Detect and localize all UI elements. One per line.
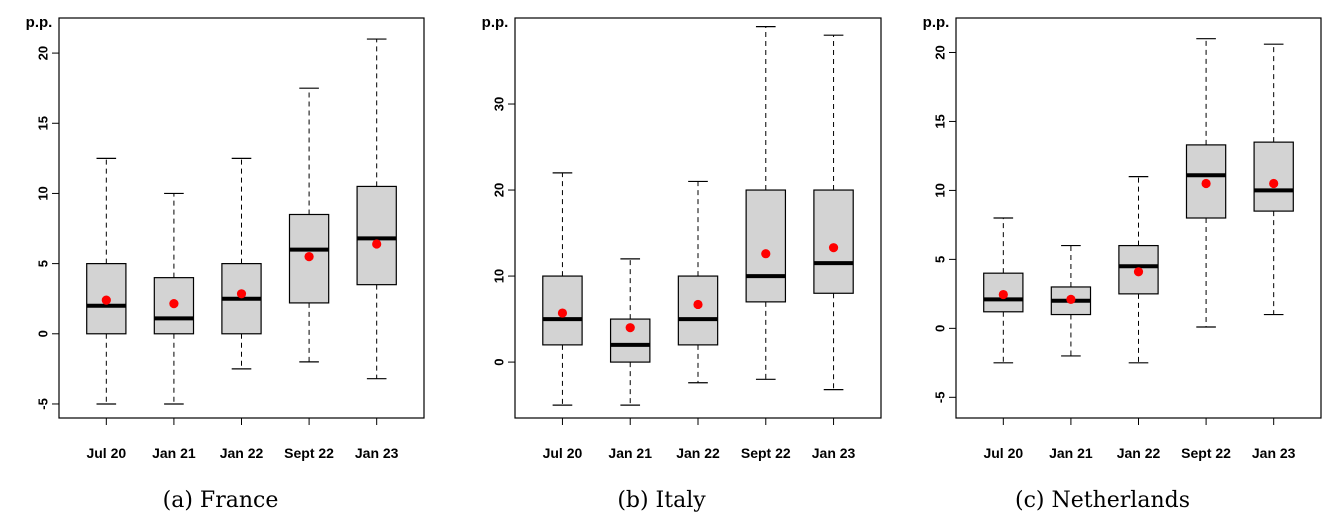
box-1: Jul 20 [542,172,583,461]
y-units-label: p.p. [482,14,509,31]
mean-point [372,239,382,249]
box-2: Jan 21 [608,258,652,461]
iqr-box [745,189,787,303]
y-tick-label: 15 [36,116,51,130]
y-tick-label: 10 [933,183,948,197]
x-tick-label: Jan 22 [1117,445,1161,461]
box-4: Sept 22 [1181,38,1231,461]
mean-point [761,249,771,259]
box-5: Jan 23 [355,38,399,461]
y-units-label: p.p. [923,14,950,31]
box-5: Jan 23 [1252,43,1296,461]
y-units-label: p.p. [26,14,53,31]
mean-point [1133,267,1144,277]
y-tick-label: 5 [933,256,948,263]
chart-netherlands: p.p. -5 0 5 10 15 20 Jul 20 Jan 21 Jan 22 Sept 22 J… [923,14,1322,461]
mean-point [557,308,568,318]
caption-netherlands: (c) Netherlands [1015,488,1190,513]
y-tick-label: 20 [36,46,51,60]
x-tick-label: Jan 22 [220,445,264,461]
x-tick-label: Jan 21 [152,445,196,461]
x-tick-label: Jan 23 [812,445,856,461]
box-5: Jan 23 [812,34,856,461]
mean-point [998,289,1008,300]
iqr-box [1253,141,1294,212]
box-4: Sept 22 [284,87,334,461]
x-tick-label: Jan 21 [1049,445,1093,461]
box-2: Jan 21 [1049,244,1093,461]
iqr-box [813,189,854,294]
x-tick-label: Jul 20 [543,445,583,461]
y-tick-label: -5 [36,398,51,410]
y-tick-label: 10 [36,186,51,200]
mean-point [693,299,703,310]
caption-france: (a) France [162,488,279,513]
x-tick-label: Jan 21 [608,445,652,461]
y-tick-label: 0 [36,330,51,337]
mean-point [304,251,314,262]
caption-italy: (b) Italy [617,488,706,513]
x-tick-label: Jul 20 [983,445,1023,461]
iqr-box [356,185,397,286]
mean-point [236,289,247,299]
box-1: Jul 20 [983,217,1024,461]
mean-point [169,299,179,309]
y-tick-label: 20 [492,183,507,197]
x-tick-label: Jan 23 [355,445,399,461]
iqr-box [677,275,719,346]
mean-point [1269,178,1279,189]
y-tick-label: 0 [492,358,507,365]
box-2: Jan 21 [152,192,196,461]
mean-point [625,323,635,333]
y-tick-label: 15 [933,114,948,128]
x-tick-label: Jan 23 [1252,445,1296,461]
mean-point [1201,178,1211,189]
x-tick-label: Jul 20 [86,445,126,461]
x-tick-label: Jan 22 [676,445,720,461]
y-tick-label: -5 [933,392,948,404]
box-3: Jan 22 [676,180,720,461]
x-tick-label: Sept 22 [741,445,791,461]
box-1: Jul 20 [86,157,127,461]
y-tick-label: 30 [492,97,507,111]
box-4: Sept 22 [741,26,791,461]
box-3: Jan 22 [1117,176,1161,461]
mean-point [828,243,839,253]
iqr-box [609,318,651,363]
mean-point [1066,294,1076,304]
x-tick-label: Sept 22 [1181,445,1231,461]
y-tick-label: 10 [492,269,507,283]
chart-italy: p.p. 0 10 20 30 Jul 20 Jan 21 Jan 22 Sept 22 Jan … [482,14,882,461]
mean-point [101,295,111,305]
y-tick-label: 0 [933,325,948,332]
x-tick-label: Sept 22 [284,445,334,461]
y-tick-label: 20 [933,45,948,59]
chart-france: p.p. -5 0 5 10 15 20 Jul 20 Jan 21 Jan 22 Sept 22 J… [26,14,425,461]
y-tick-label: 5 [36,260,51,267]
box-3: Jan 22 [220,157,264,461]
